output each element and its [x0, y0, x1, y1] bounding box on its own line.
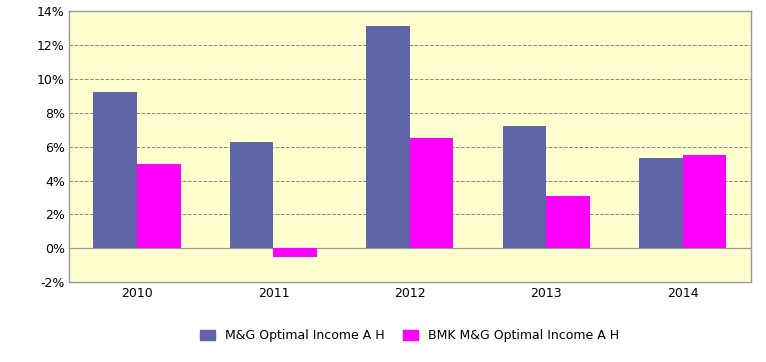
Bar	[366, 26, 410, 248]
Bar	[230, 142, 273, 248]
Legend: M&G Optimal Income A H, BMK M&G Optimal Income A H: M&G Optimal Income A H, BMK M&G Optimal …	[200, 329, 620, 342]
Bar	[273, 248, 317, 257]
Bar	[546, 196, 590, 248]
Bar	[639, 159, 683, 248]
Bar	[137, 164, 181, 248]
Bar	[93, 92, 137, 248]
Bar	[410, 138, 453, 248]
Bar	[683, 155, 726, 248]
Bar	[502, 126, 546, 248]
